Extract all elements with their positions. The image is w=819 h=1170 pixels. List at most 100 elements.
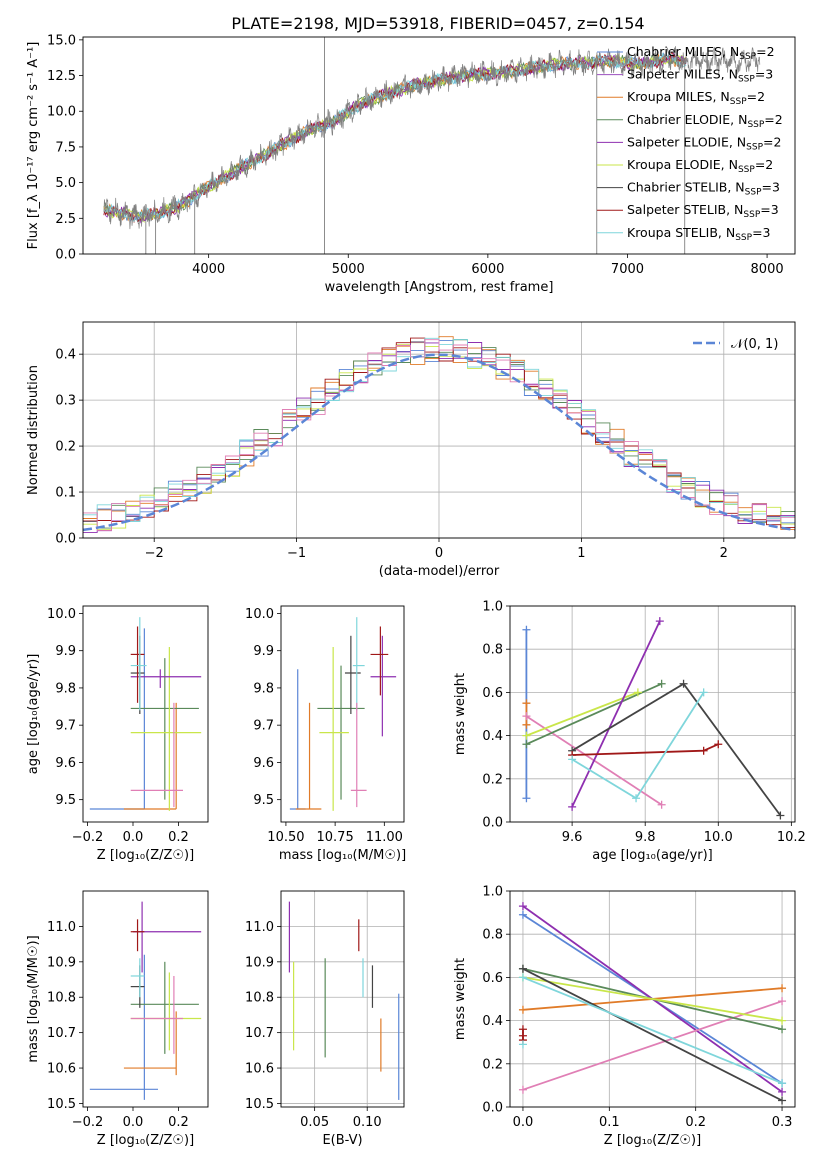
axes-frame bbox=[509, 890, 796, 1108]
panel-spectrum: 4000 5000 6000 7000 8000 0.0 2.5 5.0 7.5 10.0 12.5… bbox=[26, 33, 796, 295]
y-tick-label: 0.8 bbox=[482, 643, 503, 658]
y-axis-label: mass weight bbox=[453, 673, 468, 755]
y-tick-label: 10.5 bbox=[47, 1097, 76, 1112]
weight-series-marker bbox=[714, 740, 723, 749]
y-axis-label: age [log₁₀(age/yr)] bbox=[26, 654, 41, 775]
x-axis-label: Z [log₁₀(Z/Z☉)] bbox=[97, 1133, 194, 1148]
x-tick-label: 2 bbox=[720, 546, 728, 561]
axes-frame bbox=[280, 605, 405, 823]
weight-series-marker bbox=[778, 1096, 787, 1105]
y-tick-label: 9.7 bbox=[55, 719, 76, 734]
weight-series-marker bbox=[518, 1040, 527, 1049]
y-tick-label: 11.0 bbox=[47, 920, 76, 935]
weight-series-marker bbox=[518, 1005, 527, 1014]
plot-area-age_vs_Z bbox=[89, 617, 202, 811]
x-axis-label: wavelength [Angstrom, rest frame] bbox=[325, 280, 554, 295]
plot-area-weight_vs_age bbox=[522, 617, 785, 820]
x-tick-label: −1 bbox=[287, 546, 306, 561]
y-tick-label: 10.0 bbox=[47, 105, 76, 120]
x-tick-label: 9.6 bbox=[562, 830, 583, 845]
weight-series-marker bbox=[699, 688, 708, 697]
panel-mass_vs_EBV: 0.05 0.10 10.5 10.6 10.7 10.8 10.9 11.0 E(B-V) bbox=[245, 890, 405, 1148]
y-tick-label: 7.5 bbox=[55, 140, 76, 155]
x-tick-label: 8000 bbox=[751, 262, 784, 277]
y-tick-label: 2.5 bbox=[55, 212, 76, 227]
panel-age_vs_mass: 10.50 10.75 11.00 9.5 9.6 9.7 9.8 9.9 10.0 mass [… bbox=[245, 605, 406, 863]
y-tick-label: 0.1 bbox=[55, 486, 76, 501]
weight-series-marker bbox=[778, 1016, 787, 1025]
y-tick-label: 0.2 bbox=[482, 772, 503, 787]
y-tick-label: 0.2 bbox=[482, 1057, 503, 1072]
weight-series-marker bbox=[522, 794, 531, 803]
y-tick-label: 9.5 bbox=[253, 793, 274, 808]
weight-series-marker bbox=[522, 712, 531, 721]
plot-area-mass_vs_EBV bbox=[288, 901, 400, 1100]
axes-frame bbox=[82, 321, 796, 539]
y-tick-label: 9.5 bbox=[55, 793, 76, 808]
weight-series-marker bbox=[522, 731, 531, 740]
x-tick-label: 0.05 bbox=[300, 1115, 329, 1130]
y-tick-label: 0.6 bbox=[482, 971, 503, 986]
legend-entry: Kroupa ELODIE, NSSP=2 bbox=[627, 157, 773, 175]
x-tick-label: 10.2 bbox=[777, 830, 806, 845]
y-tick-label: 10.6 bbox=[47, 1062, 76, 1077]
x-axis-label: E(B-V) bbox=[322, 1133, 362, 1148]
plot-area-weight_vs_Z bbox=[518, 902, 787, 1105]
legend-entry: Salpeter STELIB, NSSP=3 bbox=[627, 202, 779, 220]
x-axis-label: Z [log₁₀(Z/Z☉)] bbox=[604, 1133, 701, 1148]
x-tick-label: 0.0 bbox=[123, 830, 144, 845]
y-tick-label: 0.6 bbox=[482, 686, 503, 701]
weight-series-marker bbox=[655, 617, 664, 626]
y-axis-label: mass [log₁₀(M/M☉)] bbox=[26, 935, 41, 1062]
x-tick-label: 0.0 bbox=[123, 1115, 144, 1130]
y-tick-label: 0.0 bbox=[55, 532, 76, 547]
weight-series-marker bbox=[568, 755, 577, 764]
y-tick-label: 0.4 bbox=[55, 348, 76, 363]
weight-series-line bbox=[522, 976, 783, 1085]
weight-series-marker bbox=[518, 1085, 527, 1094]
panel-age_vs_Z: −0.2 0.0 0.2 9.5 9.6 9.7 9.8 9.9 10.0 Z [log₁₀(Z/… bbox=[26, 605, 209, 863]
legend: 𝒩(0, 1) bbox=[693, 337, 778, 352]
legend-entry: Chabrier MILES, NSSP=2 bbox=[627, 44, 775, 62]
weight-series-marker bbox=[778, 1087, 787, 1096]
y-tick-label: 10.8 bbox=[47, 991, 76, 1006]
weight-series-marker bbox=[657, 679, 666, 688]
x-tick-label: 6000 bbox=[471, 262, 504, 277]
weight-series-marker bbox=[633, 688, 642, 697]
x-axis-label: Z [log₁₀(Z/Z☉)] bbox=[97, 848, 194, 863]
y-tick-label: 1.0 bbox=[482, 885, 503, 900]
weight-series-marker bbox=[522, 625, 531, 634]
y-tick-label: 10.0 bbox=[47, 607, 76, 622]
y-tick-label: 9.9 bbox=[55, 644, 76, 659]
x-axis-label: age [log₁₀(age/yr)] bbox=[592, 848, 713, 863]
y-tick-label: 9.6 bbox=[55, 756, 76, 771]
y-tick-label: 12.5 bbox=[47, 69, 76, 84]
legend-entry: Salpeter ELODIE, NSSP=2 bbox=[627, 134, 781, 152]
axes-frame bbox=[82, 605, 209, 823]
weight-series-line bbox=[522, 967, 783, 1102]
y-tick-label: 0.8 bbox=[482, 928, 503, 943]
legend-entry: 𝒩(0, 1) bbox=[731, 337, 778, 352]
y-tick-label: 10.7 bbox=[245, 1026, 274, 1041]
y-tick-label: 1.0 bbox=[482, 600, 503, 615]
y-tick-label: 10.5 bbox=[245, 1097, 274, 1112]
residual-histogram bbox=[83, 337, 795, 528]
y-tick-label: 5.0 bbox=[55, 176, 76, 191]
x-tick-label: 0.2 bbox=[168, 830, 189, 845]
y-axis-label: mass weight bbox=[453, 958, 468, 1040]
x-tick-label: 9.8 bbox=[635, 830, 656, 845]
y-tick-label: 0.0 bbox=[55, 248, 76, 263]
observed-spectrum-line bbox=[103, 46, 761, 230]
y-tick-label: 10.7 bbox=[47, 1026, 76, 1041]
y-tick-label: 9.8 bbox=[55, 681, 76, 696]
x-tick-label: 0.10 bbox=[353, 1115, 382, 1130]
y-tick-label: 10.9 bbox=[47, 955, 76, 970]
weight-series-line bbox=[526, 691, 639, 737]
y-tick-label: 15.0 bbox=[47, 33, 76, 48]
y-tick-label: 10.8 bbox=[245, 991, 274, 1006]
legend-entry: Chabrier ELODIE, NSSP=2 bbox=[627, 112, 783, 130]
x-tick-label: 0.2 bbox=[168, 1115, 189, 1130]
axes-frame bbox=[280, 890, 405, 1108]
